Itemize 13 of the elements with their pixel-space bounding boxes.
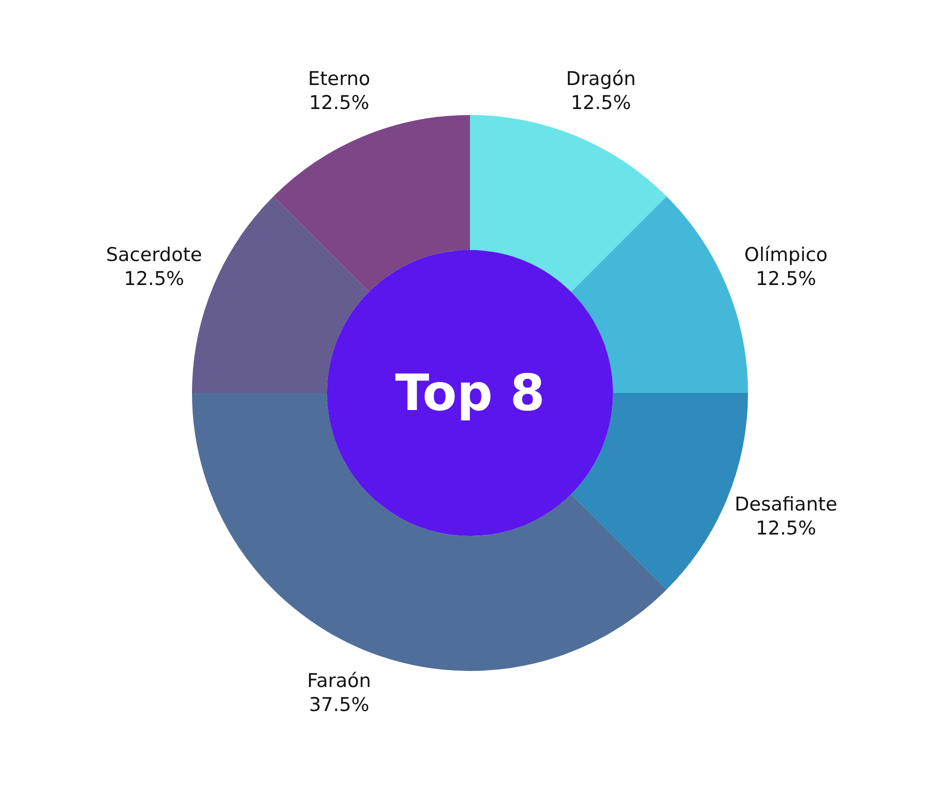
data-label: 37.5%	[308, 694, 370, 716]
slice-label: Dragón	[566, 68, 636, 90]
data-label: 12.5%	[756, 268, 816, 290]
slice-label: Eterno	[308, 68, 370, 90]
data-label: 12.5%	[570, 92, 632, 114]
data-label: 12.5%	[124, 268, 184, 290]
data-label: 12.5%	[308, 92, 370, 114]
slice-label: Desafiante	[734, 494, 838, 516]
slice-label: Sacerdote	[106, 244, 202, 266]
data-label: 12.5%	[756, 518, 816, 540]
text: Top 8	[395, 364, 545, 422]
slice-label: Faraón	[307, 670, 372, 692]
slice-label: Olímpico	[744, 244, 828, 266]
